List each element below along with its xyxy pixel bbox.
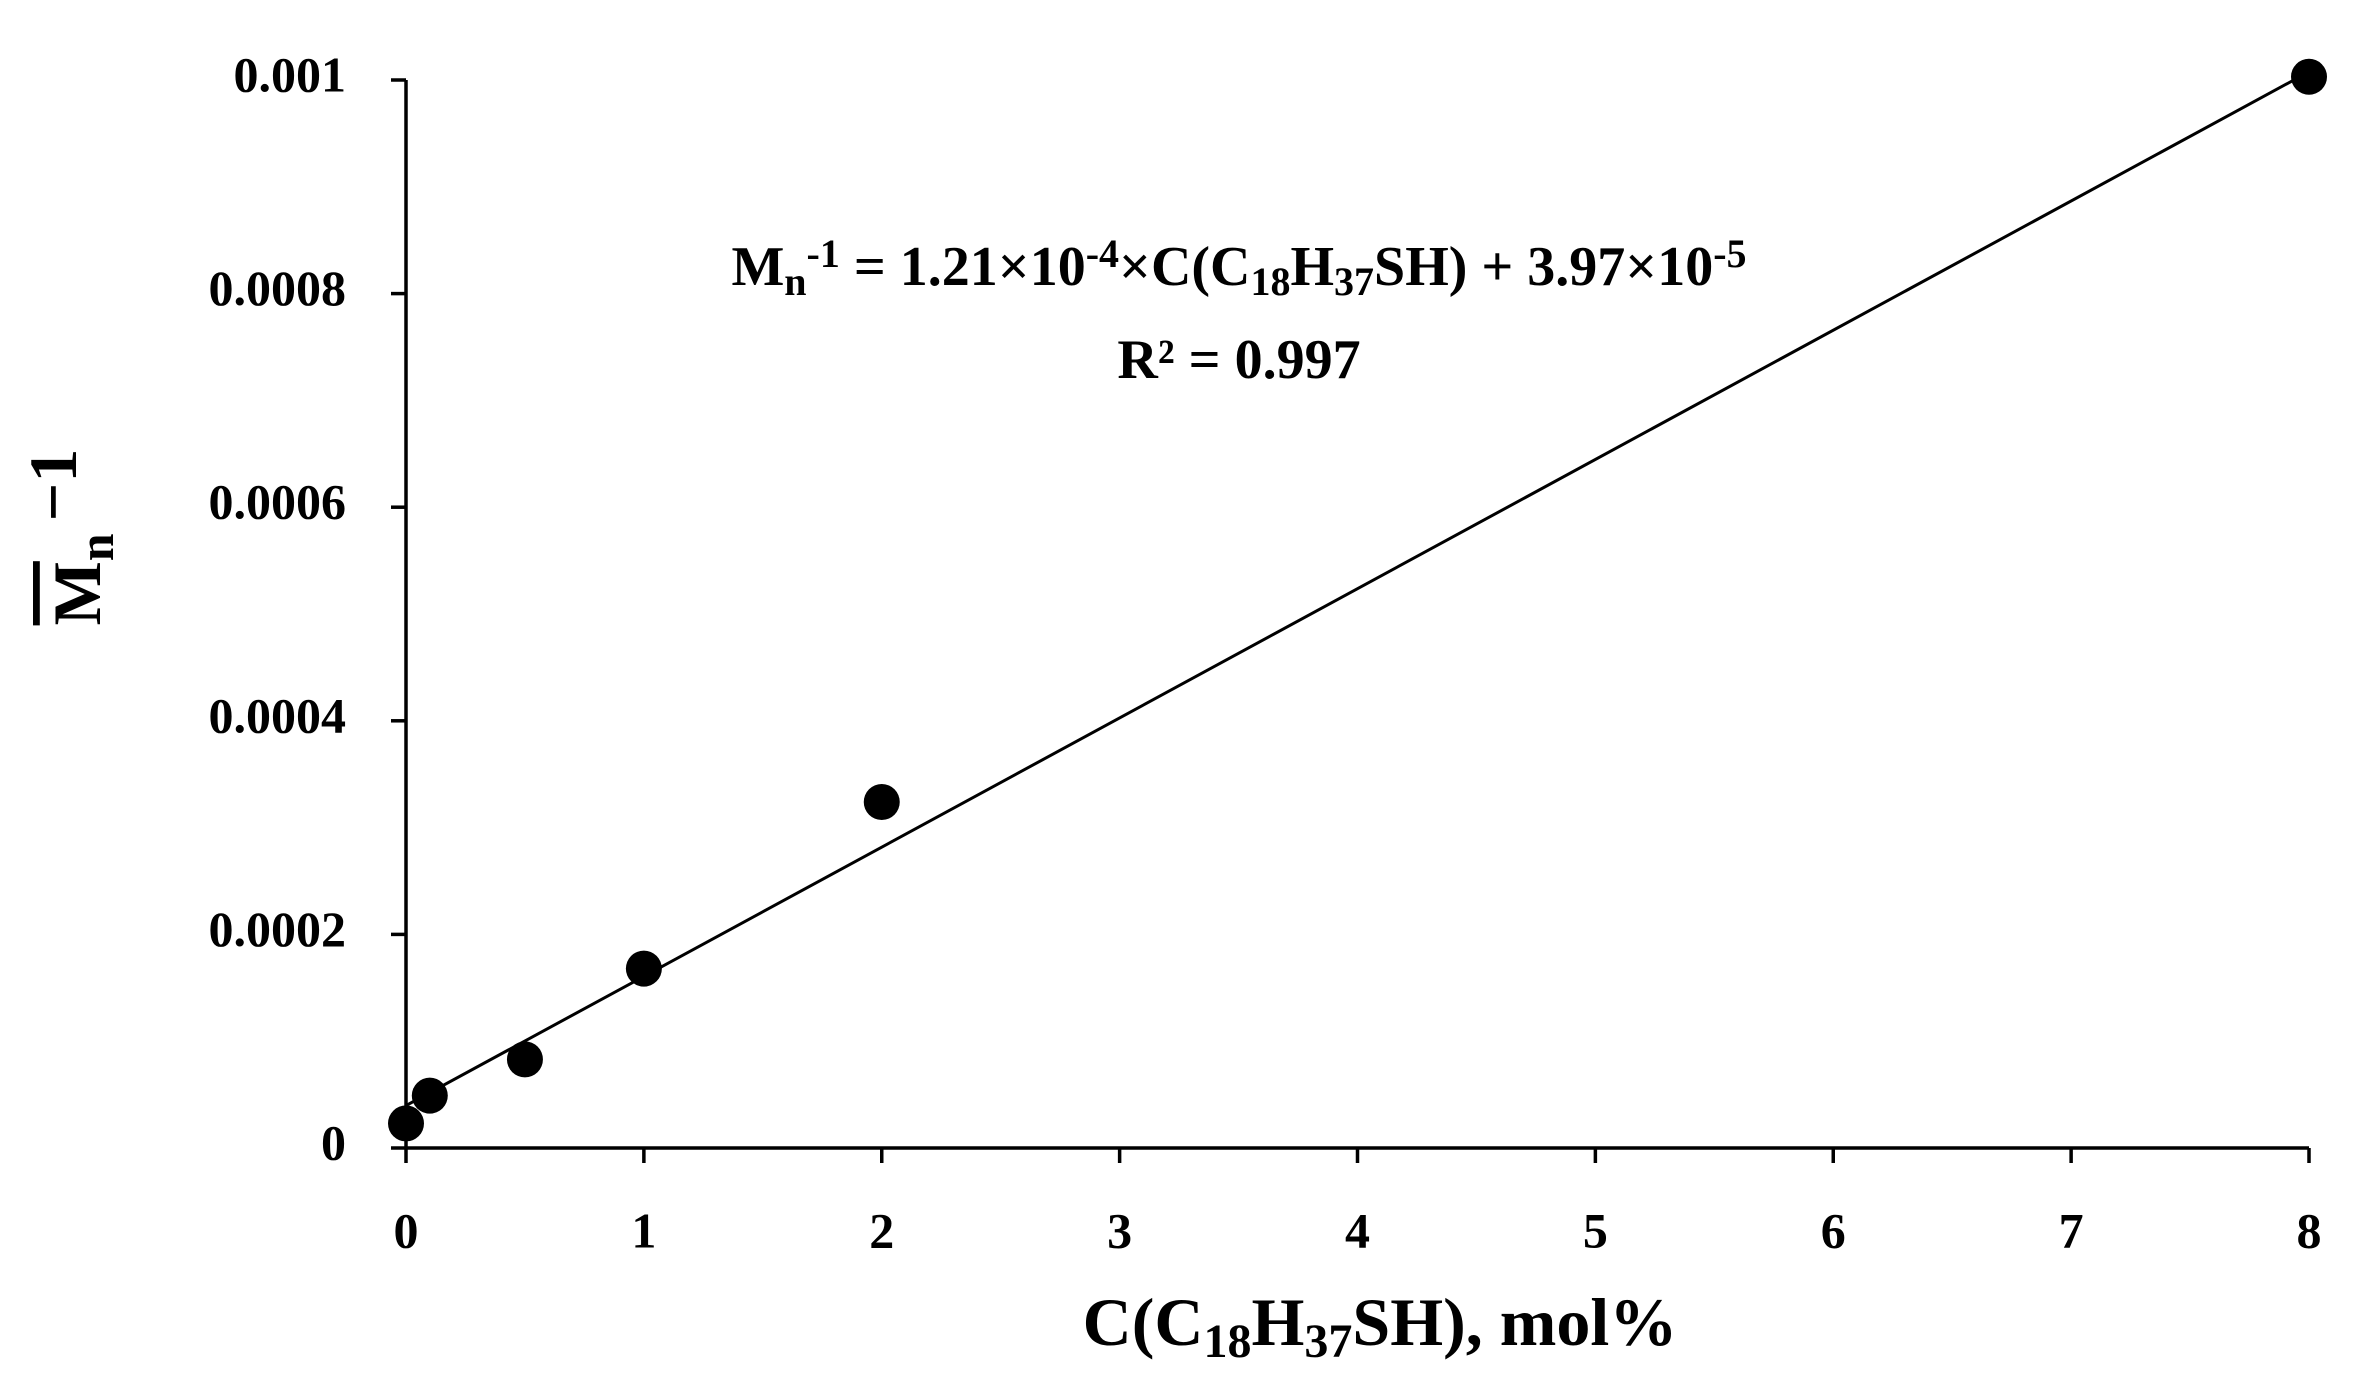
y-tick-label: 0.0004 [209,687,347,743]
x-tick-label: 8 [2297,1202,2322,1258]
eq-part: = 1.21×10 [840,236,1086,298]
data-point [2291,58,2327,95]
y-tick-label: 0.001 [234,46,347,102]
eq-part: -4 [1086,231,1119,276]
x-label-part: 18 [1204,1315,1252,1368]
x-tick-label: 5 [1583,1202,1608,1258]
x-label-part: C(C [1083,1284,1204,1360]
x-tick-label: 1 [631,1202,656,1258]
y-tick-label: 0.0008 [209,260,347,316]
x-tick-label: 2 [869,1202,894,1258]
x-tick-label: 4 [1345,1202,1370,1258]
data-point [863,783,900,820]
eq-part: 18 [1250,259,1290,304]
eq-part: -5 [1713,231,1746,276]
y-axis-title: Mn −1 [15,449,123,626]
x-label-part: SH), mol% [1352,1284,1677,1360]
x-tick-label: 7 [2059,1202,2084,1258]
x-tick-label: 6 [1821,1202,1846,1258]
eq-part: H [1290,236,1334,298]
eq-part: M [731,236,784,298]
y-tick-label: 0.0006 [209,474,347,530]
trendline [405,70,2310,1107]
y-label-part: −1 [15,449,91,522]
y-label-part: M [39,561,115,625]
eq-part: -1 [807,231,840,276]
y-tick-label: 0.0002 [209,901,347,957]
data-point [411,1077,448,1114]
x-tick-label: 3 [1107,1202,1132,1258]
x-axis-title: C(C18H37SH), mol% [1083,1284,1678,1368]
eq-part: n [784,259,806,304]
data-point [625,950,662,987]
x-label-part: 37 [1304,1315,1352,1368]
data-point [388,1105,424,1142]
eq-part: 37 [1334,259,1374,304]
y-label-part: n [68,533,124,561]
eq-part: ×C(C [1119,236,1250,298]
y-tick-label: 0 [321,1114,346,1170]
r-squared: R² = 0.997 [1117,329,1360,391]
data-point [506,1041,543,1078]
x-label-part: H [1252,1284,1305,1360]
eq-part: SH) + 3.97×10 [1374,236,1713,298]
x-tick-label: 0 [394,1202,419,1258]
equation: Mn-1 = 1.21×10-4×C(C18H37SH) + 3.97×10-5 [731,231,1746,304]
